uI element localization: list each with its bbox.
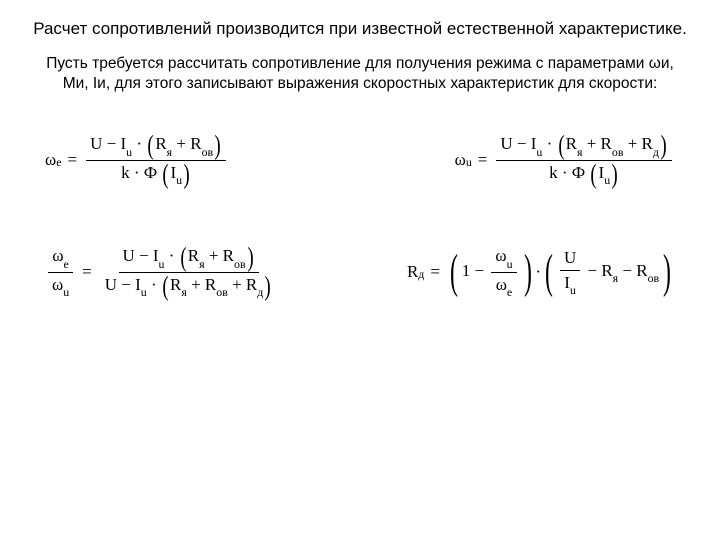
formula-row-2: ωe ωu = U − Iu · (Rя + Rов) U − Iu · (Rя: [30, 246, 690, 298]
formula-ratio: ωe ωu = U − Iu · (Rя + Rов) U − Iu · (Rя: [45, 246, 279, 298]
page-subtitle: Пусть требуется рассчитать сопротивление…: [30, 54, 690, 94]
formula-omega-u: ωu = U − Iu · (Rя + Rов + Rд) k · Ф (Iu): [455, 134, 675, 186]
page-title: Расчет сопротивлений производится при из…: [30, 18, 690, 40]
formula-row-1: ωe = U − Iu · (Rя + Rов) k · Ф (Iu) ωu =: [30, 134, 690, 186]
formula-omega-e: ωe = U − Iu · (Rя + Rов) k · Ф (Iu): [45, 134, 229, 186]
formula-r-d: Rд = ( 1 − ωu ωe ) · (: [407, 246, 675, 298]
